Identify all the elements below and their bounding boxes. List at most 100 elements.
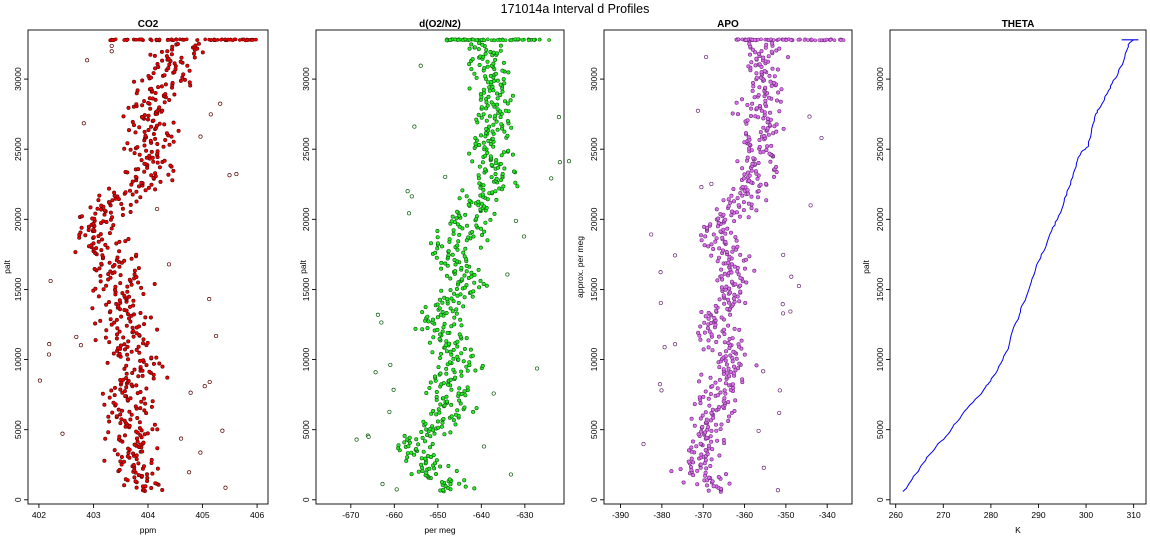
data-point [441,487,446,492]
data-point [702,320,707,325]
data-point [476,199,481,204]
data-point [742,172,747,177]
data-point [462,478,467,483]
data-point [450,309,455,314]
data-point [438,332,443,337]
data-point [425,453,430,458]
x-tick-label: -630 [516,510,533,520]
data-point [723,217,728,222]
data-point [483,51,488,56]
data-point [170,81,175,86]
x-tick-label: 260 [889,510,903,520]
data-point [102,212,107,217]
data-point [132,79,137,84]
data-point [139,158,144,163]
outlier-point [658,270,663,275]
data-point [689,456,694,461]
data-point [165,49,170,54]
data-point [740,166,745,171]
data-point [420,327,425,332]
data-point [706,310,711,315]
data-point [456,239,461,244]
x-tick-label: 402 [32,510,46,520]
data-point [764,42,769,47]
data-point [707,329,712,334]
data-point [117,264,122,269]
data-point [429,411,434,416]
data-point [97,266,102,271]
data-point [427,385,432,390]
data-point [696,379,701,384]
data-point [457,398,462,403]
data-point [93,338,98,343]
y-axis-label: approx. per meg [575,236,585,298]
data-point [126,378,131,383]
x-tick-label: 280 [984,510,998,520]
panel-theta: THETA K palt 260 270 280 290 300 310 0 5000 1000… [861,19,1147,535]
data-point [704,417,709,422]
data-point [443,343,448,348]
data-point [762,134,767,139]
data-point [462,295,467,300]
data-point [757,138,762,143]
data-point [506,148,511,153]
top-band-point [471,37,475,42]
data-point [489,100,494,105]
data-point [122,342,127,347]
data-point [476,173,481,178]
data-point [135,145,140,150]
data-point [455,339,460,344]
data-point [464,364,469,369]
data-point [110,410,115,415]
top-band-point [212,38,217,42]
data-point [502,129,507,134]
outlier-point [658,300,663,306]
data-point [726,418,731,423]
data-point [435,327,440,332]
data-point [123,170,128,175]
outlier-point [388,362,393,367]
data-point [129,412,134,417]
data-point [501,77,506,82]
data-point [138,433,143,438]
data-point [485,64,490,69]
outlier-point [535,366,540,371]
data-point [169,134,174,139]
data-point [741,200,746,205]
x-axis-label: ppm [140,525,157,535]
data-point [125,289,130,294]
data-point [121,335,126,340]
data-point [125,141,130,146]
data-point [132,272,137,277]
data-point [725,297,730,302]
data-point [493,71,498,76]
data-point [757,145,762,150]
data-point [479,115,484,120]
data-point [758,130,763,135]
data-point [179,55,184,60]
data-point [149,485,154,490]
data-point [413,326,418,331]
data-point [759,64,764,69]
data-point [495,127,500,132]
outlier-point [761,465,766,470]
data-point [136,473,141,478]
data-point [157,121,162,126]
data-point [407,435,412,440]
data-point [96,239,101,244]
data-point [171,168,176,173]
data-point [134,457,139,462]
data-point [770,41,775,46]
y-tick-label: 0 [875,497,885,502]
data-point [716,255,721,260]
data-point [495,51,500,56]
data-point [731,245,736,250]
data-point [134,429,139,434]
data-point [166,172,171,177]
data-point [142,99,147,104]
data-point [435,246,440,251]
data-point [478,54,483,59]
top-band-point [781,37,786,42]
data-point [105,245,110,250]
data-point [122,418,127,423]
